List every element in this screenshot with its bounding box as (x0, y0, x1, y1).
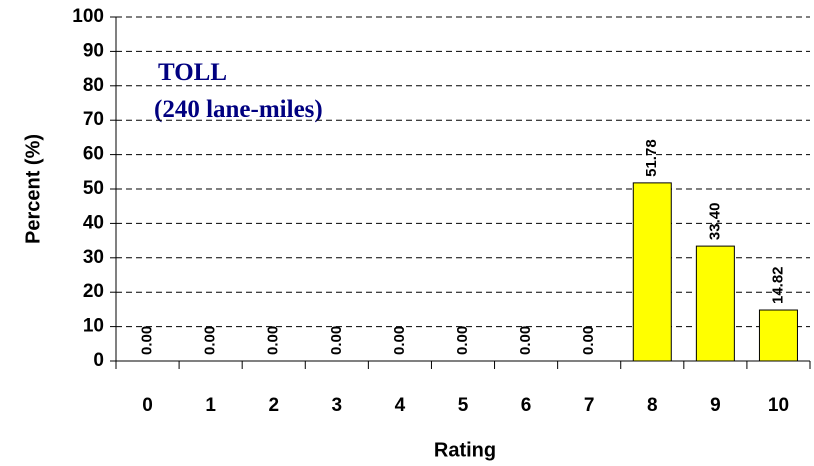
x-tick-label: 6 (521, 395, 532, 416)
y-tick-label: 30 (83, 247, 104, 268)
x-tick-label: 4 (395, 395, 406, 416)
x-tick-label: 7 (584, 395, 595, 416)
y-tick-label: 0 (93, 350, 104, 371)
y-tick-label: 80 (83, 75, 104, 96)
x-tick-label: 5 (458, 395, 469, 416)
value-label: 0.00 (202, 326, 219, 355)
x-tick-label: 2 (268, 395, 279, 416)
x-tick-label: 1 (205, 395, 216, 416)
bar (758, 309, 798, 362)
y-tick-label: 50 (83, 178, 104, 199)
y-tick-label: 100 (72, 6, 104, 27)
value-label: 14.82 (769, 266, 786, 304)
y-tick-label: 10 (83, 316, 104, 337)
value-label: 0.00 (265, 326, 282, 355)
value-label: 0.00 (517, 326, 534, 355)
value-label: 51.78 (643, 139, 660, 177)
value-label: 0.00 (139, 326, 156, 355)
value-label: 0.00 (580, 326, 597, 355)
value-label: 0.00 (454, 326, 471, 355)
y-axis-label: Percent (%) (22, 134, 44, 244)
x-tick-label: 0 (142, 395, 153, 416)
value-label: 0.00 (328, 326, 345, 355)
bar (632, 182, 672, 362)
x-tick-label: 8 (647, 395, 658, 416)
y-tick-label: 60 (83, 144, 104, 165)
bar (695, 245, 735, 362)
x-tick-label: 10 (768, 395, 789, 416)
x-tick-label: 9 (710, 395, 721, 416)
x-tick-label: 3 (332, 395, 343, 416)
annotation: (240 lane-miles) (154, 96, 323, 123)
y-tick-label: 70 (83, 109, 104, 130)
value-label: 33.40 (706, 203, 723, 241)
x-axis-label: Rating (434, 439, 496, 461)
y-tick-label: 90 (83, 40, 104, 61)
y-tick-label: 20 (83, 281, 104, 302)
annotation: TOLL (158, 59, 227, 86)
value-label: 0.00 (391, 326, 408, 355)
y-tick-label: 40 (83, 212, 104, 233)
